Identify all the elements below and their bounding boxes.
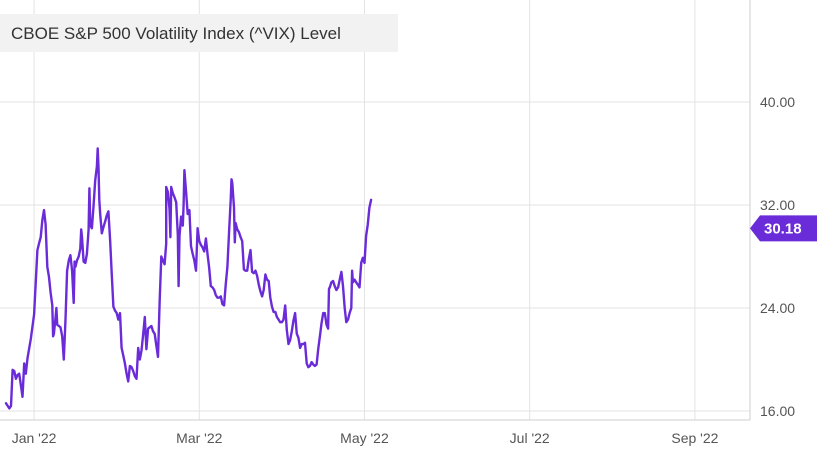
x-tick-label: Mar '22 (176, 430, 222, 446)
axis-layer: 16.00 24.00 32.00 40.00 Jan '22 Mar '22 May '2… (0, 0, 795, 446)
last-value-badge-shape (750, 215, 817, 242)
last-value-label: 30.18 (764, 220, 802, 237)
series-layer (4, 147, 373, 410)
x-tick-label: Jul '22 (510, 430, 550, 446)
x-tick-label: Jan '22 (12, 430, 57, 446)
x-tick-label: Sep '22 (671, 430, 718, 446)
grid-layer (0, 0, 750, 420)
x-tick-label: May '22 (340, 430, 389, 446)
title-box: CBOE S&P 500 Volatility Index (^VIX) Lev… (0, 14, 398, 52)
y-tick-label: 40.00 (760, 94, 795, 110)
chart-title: CBOE S&P 500 Volatility Index (^VIX) Lev… (11, 24, 341, 43)
y-tick-label: 16.00 (760, 403, 795, 419)
last-value-badge: 30.18 (750, 215, 817, 242)
y-tick-label: 32.00 (760, 197, 795, 213)
series-line-vix (4, 147, 373, 410)
y-tick-label: 24.00 (760, 300, 795, 316)
